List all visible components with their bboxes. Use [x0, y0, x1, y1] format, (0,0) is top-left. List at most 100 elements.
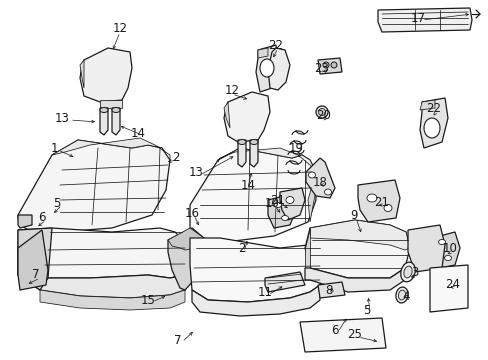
Text: 4: 4	[402, 289, 409, 302]
Polygon shape	[168, 228, 203, 290]
Polygon shape	[40, 290, 184, 310]
Polygon shape	[305, 220, 409, 278]
Polygon shape	[264, 272, 305, 292]
Polygon shape	[80, 48, 132, 102]
Text: 5: 5	[363, 303, 370, 316]
Text: 25: 25	[347, 328, 362, 341]
Polygon shape	[249, 140, 258, 167]
Text: 7: 7	[174, 333, 182, 346]
Polygon shape	[238, 140, 245, 167]
Text: 17: 17	[409, 12, 425, 24]
Ellipse shape	[400, 262, 414, 282]
Text: 22: 22	[426, 102, 441, 114]
Text: 6: 6	[38, 211, 46, 224]
Polygon shape	[280, 188, 305, 220]
Polygon shape	[419, 98, 447, 148]
Polygon shape	[305, 158, 334, 198]
Polygon shape	[429, 265, 467, 312]
Polygon shape	[258, 48, 267, 58]
Polygon shape	[305, 228, 309, 268]
Ellipse shape	[100, 108, 108, 113]
Text: 9: 9	[349, 208, 357, 221]
Polygon shape	[299, 318, 385, 352]
Text: 20: 20	[316, 108, 331, 122]
Text: 14: 14	[240, 179, 255, 192]
Polygon shape	[256, 45, 278, 92]
Text: 5: 5	[53, 197, 61, 210]
Ellipse shape	[315, 106, 327, 118]
Text: 23: 23	[314, 62, 329, 75]
Polygon shape	[190, 238, 321, 302]
Polygon shape	[52, 138, 170, 160]
Polygon shape	[18, 215, 32, 228]
Polygon shape	[224, 102, 229, 128]
Ellipse shape	[249, 140, 258, 144]
Text: 2: 2	[172, 150, 180, 163]
Polygon shape	[267, 48, 289, 90]
Polygon shape	[309, 220, 409, 250]
Polygon shape	[168, 228, 203, 250]
Polygon shape	[192, 285, 319, 316]
Text: 12: 12	[112, 22, 127, 35]
Text: 2: 2	[238, 242, 245, 255]
Text: 22: 22	[268, 39, 283, 51]
Polygon shape	[18, 248, 184, 298]
Text: 16: 16	[184, 207, 199, 220]
Ellipse shape	[395, 287, 407, 303]
Ellipse shape	[366, 194, 376, 202]
Ellipse shape	[308, 172, 315, 178]
Polygon shape	[419, 100, 434, 110]
Ellipse shape	[238, 140, 245, 144]
Text: 6: 6	[330, 324, 338, 337]
Ellipse shape	[318, 108, 325, 116]
Polygon shape	[307, 172, 315, 222]
Text: 11: 11	[257, 285, 272, 298]
Text: 19: 19	[288, 141, 303, 154]
Polygon shape	[100, 100, 122, 108]
Text: 15: 15	[140, 293, 155, 306]
Ellipse shape	[274, 202, 281, 207]
Text: 18: 18	[312, 176, 327, 189]
Polygon shape	[305, 268, 404, 292]
Ellipse shape	[112, 108, 120, 113]
Ellipse shape	[285, 197, 293, 203]
Ellipse shape	[323, 62, 328, 68]
Polygon shape	[431, 232, 459, 268]
Ellipse shape	[444, 256, 450, 261]
Ellipse shape	[423, 118, 439, 138]
Ellipse shape	[324, 189, 331, 195]
Polygon shape	[267, 195, 295, 228]
Polygon shape	[317, 58, 341, 74]
Text: 8: 8	[325, 284, 332, 297]
Text: 21: 21	[270, 194, 285, 207]
Text: 21: 21	[374, 195, 389, 208]
Polygon shape	[112, 108, 120, 135]
Polygon shape	[317, 282, 345, 298]
Ellipse shape	[281, 216, 288, 220]
Polygon shape	[218, 148, 315, 172]
Text: 3: 3	[410, 266, 418, 279]
Polygon shape	[100, 108, 108, 135]
Polygon shape	[80, 60, 84, 88]
Polygon shape	[377, 8, 471, 32]
Text: 10: 10	[442, 242, 456, 255]
Polygon shape	[18, 230, 48, 290]
Ellipse shape	[330, 62, 336, 68]
Ellipse shape	[438, 239, 445, 244]
Text: 12: 12	[224, 84, 239, 96]
Polygon shape	[18, 228, 52, 290]
Text: 7: 7	[32, 269, 40, 282]
Polygon shape	[18, 140, 170, 232]
Text: 13: 13	[188, 166, 203, 179]
Text: 10: 10	[264, 197, 279, 210]
Polygon shape	[190, 148, 315, 242]
Text: 13: 13	[55, 112, 69, 125]
Text: 24: 24	[445, 279, 460, 292]
Polygon shape	[224, 92, 269, 142]
Ellipse shape	[398, 290, 405, 300]
Polygon shape	[357, 180, 399, 222]
Polygon shape	[407, 225, 444, 272]
Text: 1: 1	[50, 141, 58, 154]
Ellipse shape	[403, 266, 411, 278]
Text: 14: 14	[130, 126, 145, 140]
